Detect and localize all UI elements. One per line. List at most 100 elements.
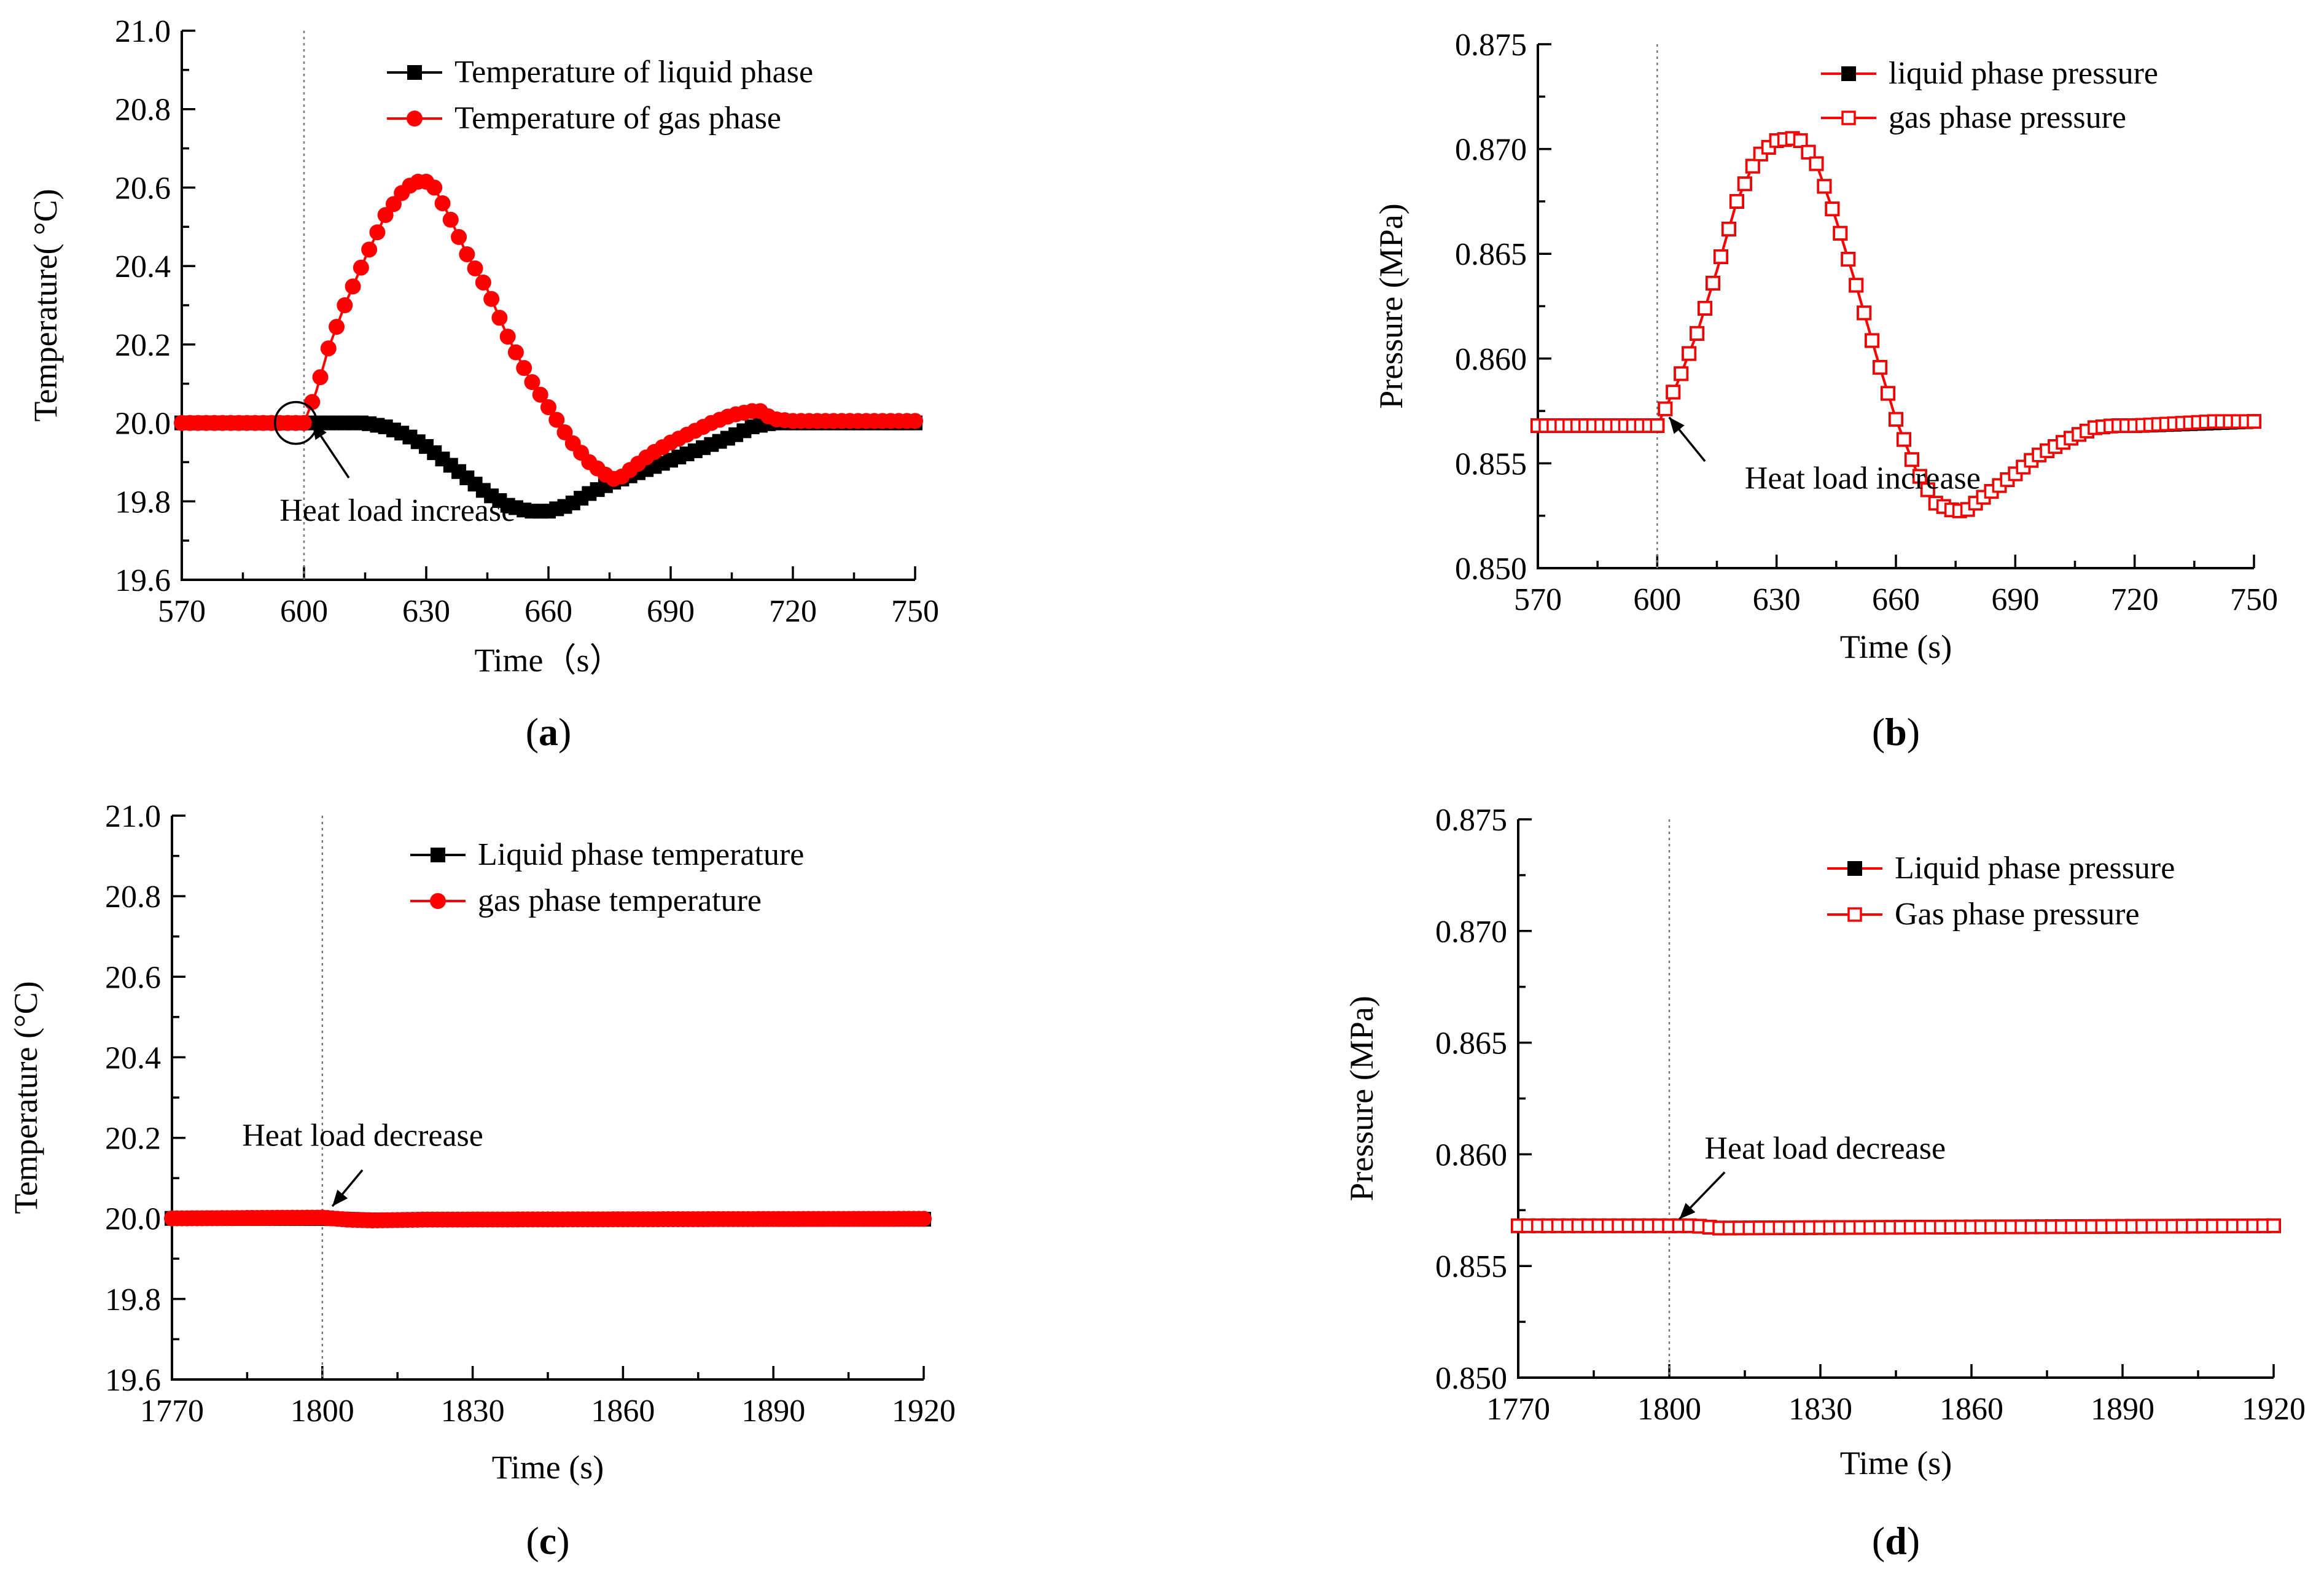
data-point	[426, 179, 443, 196]
legend-label: Temperature of liquid phase	[454, 55, 813, 90]
x-tick-label: 660	[524, 594, 572, 629]
data-point	[369, 224, 386, 241]
legend-marker	[407, 111, 423, 127]
panel-label: (d)	[1872, 1519, 1920, 1563]
y-tick-label: 0.850	[1455, 552, 1527, 587]
legend-marker	[1841, 111, 1856, 125]
data-point	[1825, 201, 1840, 216]
y-tick-label: 20.2	[115, 328, 171, 363]
data-point	[377, 207, 394, 224]
panel-label-paren: )	[558, 710, 571, 754]
x-tick-label: 1830	[1788, 1392, 1852, 1427]
series-markers-gas	[1530, 131, 2261, 518]
legend-label: Liquid phase pressure	[1895, 851, 2175, 886]
x-axis-title: Time (s)	[492, 1449, 604, 1486]
data-point	[1682, 346, 1696, 361]
data-point	[907, 413, 923, 429]
data-point	[491, 310, 508, 326]
data-point	[337, 297, 353, 313]
y-tick-label: 19.6	[115, 563, 171, 598]
x-tick-label: 750	[2230, 582, 2278, 617]
data-point	[304, 394, 321, 410]
series-markers-liquid	[1530, 131, 2261, 518]
annotation-arrowhead	[1679, 1203, 1696, 1219]
x-tick-label: 570	[1514, 582, 1562, 617]
y-tick-label: 0.860	[1455, 342, 1527, 377]
legend-marker	[1847, 861, 1862, 876]
data-point	[1658, 401, 1673, 416]
y-tick-label: 19.6	[105, 1363, 161, 1398]
y-tick-label: 0.865	[1455, 237, 1527, 272]
data-point	[475, 274, 491, 291]
y-tick-label: 20.6	[115, 171, 171, 206]
data-point	[361, 241, 378, 258]
data-point	[556, 424, 573, 440]
panel-label-paren: (	[1872, 710, 1885, 754]
data-point	[1905, 452, 1919, 467]
data-point	[1833, 226, 1848, 241]
x-tick-label: 690	[1991, 582, 2039, 617]
x-axis-title: Time (s)	[1840, 628, 1952, 665]
y-tick-label: 20.2	[105, 1122, 161, 1157]
panel-label-letter: d	[1885, 1519, 1907, 1563]
annotation-label: Heat load decrease	[1704, 1131, 1946, 1166]
y-tick-label: 0.850	[1435, 1361, 1507, 1396]
legend: Temperature of liquid phase Temperature o…	[387, 55, 813, 136]
data-point	[353, 259, 369, 276]
data-point	[1666, 384, 1680, 400]
data-point	[540, 399, 556, 416]
panel-label-letter: c	[539, 1519, 556, 1563]
panel-label-paren: )	[1907, 1519, 1920, 1563]
data-point	[1849, 278, 1863, 293]
y-tick-label: 0.865	[1435, 1026, 1507, 1061]
y-tick-label: 0.855	[1435, 1249, 1507, 1284]
series-markers-gas	[1511, 1219, 2281, 1236]
data-point	[1714, 249, 1728, 264]
highlight-circle	[273, 400, 318, 445]
data-point	[434, 195, 451, 211]
data-point	[1722, 222, 1736, 236]
x-tick-label: 1800	[1637, 1392, 1701, 1427]
x-tick-label: 1770	[140, 1394, 204, 1429]
y-tick-label: 0.870	[1435, 915, 1507, 950]
panel-label: (a)	[526, 710, 572, 754]
x-tick-label: 1890	[2091, 1392, 2154, 1427]
y-tick-label: 20.8	[115, 93, 171, 128]
panel-label: (b)	[1872, 710, 1920, 754]
data-point	[1737, 176, 1752, 191]
legend-marker	[430, 893, 446, 909]
x-tick-label: 690	[647, 594, 695, 629]
x-tick-label: 630	[402, 594, 450, 629]
data-point	[1809, 156, 1824, 171]
y-tick-label: 0.860	[1435, 1137, 1507, 1173]
data-point	[1817, 179, 1832, 194]
data-point	[345, 278, 361, 295]
data-point	[1793, 133, 1808, 148]
data-point	[467, 260, 483, 276]
data-point	[1729, 194, 1744, 209]
data-point	[1650, 418, 1665, 433]
y-axis-title: Pressure (MPa)	[1343, 996, 1380, 1201]
data-point	[1889, 412, 1903, 427]
legend: Liquid phase temperature gas phase temper…	[410, 837, 804, 918]
panel-label-paren: )	[1907, 710, 1920, 754]
data-point	[507, 344, 524, 361]
panel-label-letter: a	[539, 710, 558, 754]
panel-label-paren: (	[1872, 1519, 1885, 1563]
x-tick-label: 600	[1633, 582, 1681, 617]
x-tick-label: 1920	[2242, 1392, 2306, 1427]
data-point	[1857, 305, 1871, 321]
y-axis-title: Temperature( °C)	[27, 189, 64, 421]
series-markers-gas	[174, 173, 923, 487]
legend: liquid phase pressure gas phase pressure	[1821, 56, 2158, 135]
panel-label-paren: (	[526, 1519, 539, 1563]
data-point	[1881, 386, 1895, 401]
data-point	[312, 369, 329, 386]
data-point	[548, 412, 565, 428]
data-point	[1745, 158, 1760, 174]
data-point	[516, 360, 532, 377]
chart-panel-a: 570 600 630 660 690 720 750 19.6 19.8 20.0 20.2 20.…	[27, 14, 939, 754]
y-tick-label: 20.8	[105, 880, 161, 915]
y-tick-label: 0.875	[1455, 28, 1527, 63]
